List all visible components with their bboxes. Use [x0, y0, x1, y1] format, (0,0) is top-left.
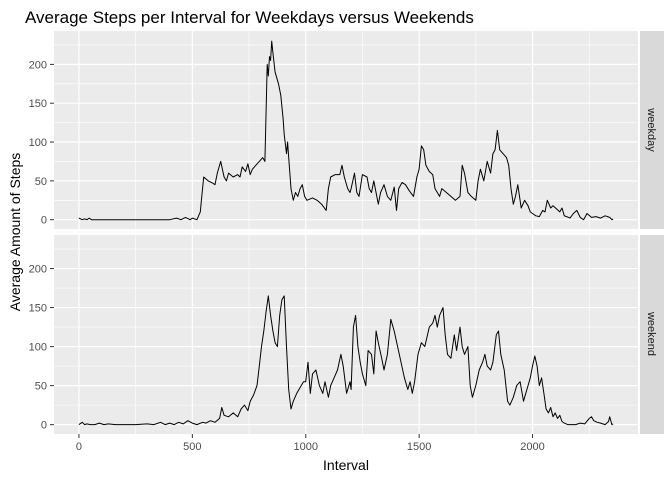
y-tick-label: 100 — [29, 137, 47, 149]
x-axis: 0 500 1000 1500 2000 — [76, 434, 545, 453]
y-tick-label: 0 — [41, 215, 47, 227]
gridlines-weekday — [54, 31, 638, 229]
facet-panel-weekend: weekend — [54, 235, 664, 434]
y-tick-label: 100 — [29, 342, 47, 354]
y-tick-label: 0 — [41, 420, 47, 432]
series-line-weekday — [78, 40, 614, 221]
strip-background-weekday — [640, 31, 664, 229]
strip-label-weekday: weekday — [645, 107, 657, 152]
y-tick-label: 150 — [29, 303, 47, 315]
x-tick-label: 1500 — [407, 441, 431, 453]
x-tick-label: 2000 — [520, 441, 544, 453]
series-line-weekend — [78, 295, 614, 426]
panel-background-weekend — [54, 235, 638, 434]
chart-title: Average Steps per Interval for Weekdays … — [25, 8, 474, 27]
series-line-weekend — [78, 295, 614, 426]
y-tick-label: 200 — [29, 59, 47, 71]
y-tick-label: 200 — [29, 264, 47, 276]
y-axis-title: Average Amount of Steps — [7, 153, 23, 312]
y-axis-weekday: 0 50 100 150 200 — [29, 59, 54, 227]
series-line-weekday — [78, 40, 614, 221]
x-tick-label: 500 — [183, 441, 201, 453]
y-tick-label: 150 — [29, 98, 47, 110]
x-axis-title: Interval — [323, 457, 369, 473]
x-tick-label: 1000 — [294, 441, 318, 453]
x-tick-label: 0 — [76, 441, 82, 453]
y-axis-weekend: 0 50 100 150 200 — [29, 264, 54, 432]
y-tick-label: 50 — [35, 176, 47, 188]
facet-panel-weekday: weekday — [54, 31, 664, 229]
panel-background-weekday — [54, 31, 638, 229]
y-tick-label: 50 — [35, 381, 47, 393]
strip-label-weekend: weekend — [645, 311, 657, 356]
strip-background-weekend — [640, 235, 664, 434]
